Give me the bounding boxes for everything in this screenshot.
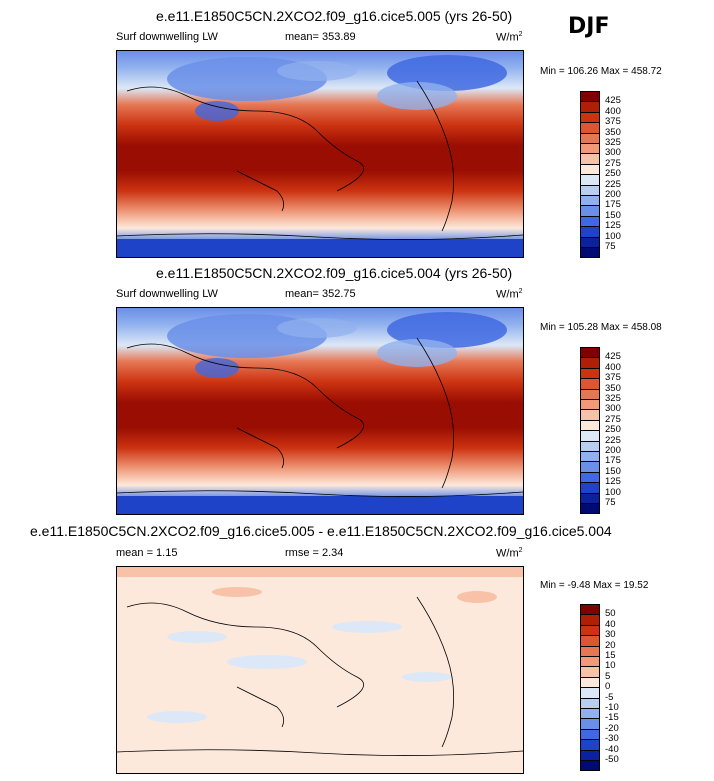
- colorbar-label: 350: [605, 382, 621, 394]
- colorbar-label: 200: [605, 189, 621, 200]
- colorbar-label: 300: [605, 403, 621, 415]
- colorbar-label: 40: [605, 618, 616, 630]
- panel-1-mean: mean= 353.89: [285, 31, 356, 43]
- colorbar-label: 175: [605, 455, 621, 467]
- panel-2-variable: Surf downwelling LW: [116, 288, 218, 300]
- panel-1-units: W/m2: [496, 31, 523, 44]
- panel-3-units: W/m2: [496, 547, 523, 560]
- colorbar-label: 175: [605, 199, 621, 211]
- panel-1-variable: Surf downwelling LW: [116, 31, 218, 43]
- colorbar-label: 400: [605, 105, 621, 117]
- colorbar-label: 100: [605, 486, 621, 498]
- colorbar-label: -10: [605, 702, 619, 713]
- panel-3-title: e.e11.E1850C5CN.2XCO2.f09_g16.cice5.005 …: [30, 523, 612, 539]
- colorbar-label: 300: [605, 147, 621, 159]
- colorbar-label: 375: [605, 116, 621, 128]
- panel-1-title: e.e11.E1850C5CN.2XCO2.f09_g16.cice5.005 …: [156, 8, 513, 24]
- colorbar-label: 150: [605, 465, 621, 477]
- colorbar-label: 250: [605, 424, 621, 436]
- panel-2-minmax: Min = 105.28 Max = 458.08: [540, 322, 662, 333]
- colorbar-label: -15: [605, 712, 619, 724]
- colorbar-swatch: [580, 760, 600, 772]
- colorbar-label: 100: [605, 230, 621, 242]
- colorbar-label: 50: [605, 608, 616, 620]
- colorbar-label: 30: [605, 629, 616, 641]
- panel-3-map: [116, 566, 524, 774]
- colorbar-label: 400: [605, 361, 621, 373]
- colorbar-label: 150: [605, 209, 621, 221]
- colorbar-label: 0: [605, 681, 611, 693]
- panel-2-map: [116, 307, 524, 515]
- colorbar-label: 20: [605, 639, 616, 651]
- colorbar-label: -30: [605, 733, 619, 745]
- colorbar-swatch: [580, 247, 600, 259]
- colorbar-label: 425: [605, 95, 621, 107]
- panel-2-mean: mean= 352.75: [285, 288, 356, 300]
- colorbar-label: -50: [605, 754, 619, 765]
- panel-2-units: W/m2: [496, 288, 523, 301]
- panel-1-map: [116, 50, 524, 258]
- colorbar-label: 15: [605, 650, 616, 661]
- colorbar-label: 375: [605, 372, 621, 384]
- colorbar-label: 250: [605, 168, 621, 180]
- colorbar-label: 125: [605, 476, 621, 488]
- colorbar-label: 75: [605, 497, 616, 508]
- colorbar-label: 10: [605, 660, 616, 672]
- colorbar-label: 325: [605, 393, 621, 404]
- colorbar-label: 350: [605, 126, 621, 138]
- colorbar-label: 75: [605, 241, 616, 252]
- panel-3-mean: mean = 1.15: [116, 547, 178, 559]
- panel-3-minmax: Min = -9.48 Max = 19.52: [540, 580, 649, 591]
- panel-3-rmse: rmse = 2.34: [285, 547, 344, 559]
- colorbar-label: 225: [605, 178, 621, 190]
- colorbar-swatch: [580, 503, 600, 515]
- colorbar-label: 225: [605, 434, 621, 446]
- colorbar-label: -20: [605, 722, 619, 734]
- colorbar-label: -5: [605, 691, 614, 703]
- colorbar-label: 275: [605, 157, 621, 169]
- colorbar-label: -40: [605, 743, 619, 755]
- panel-2-title: e.e11.E1850C5CN.2XCO2.f09_g16.cice5.004 …: [156, 265, 513, 281]
- colorbar-label: 200: [605, 445, 621, 456]
- colorbar-label: 125: [605, 220, 621, 232]
- colorbar-label: 275: [605, 413, 621, 425]
- season-label: DJF: [568, 14, 610, 39]
- colorbar-label: 425: [605, 351, 621, 363]
- colorbar-label: 5: [605, 670, 611, 682]
- colorbar-label: 325: [605, 137, 621, 148]
- panel-1-minmax: Min = 106.26 Max = 458.72: [540, 66, 662, 77]
